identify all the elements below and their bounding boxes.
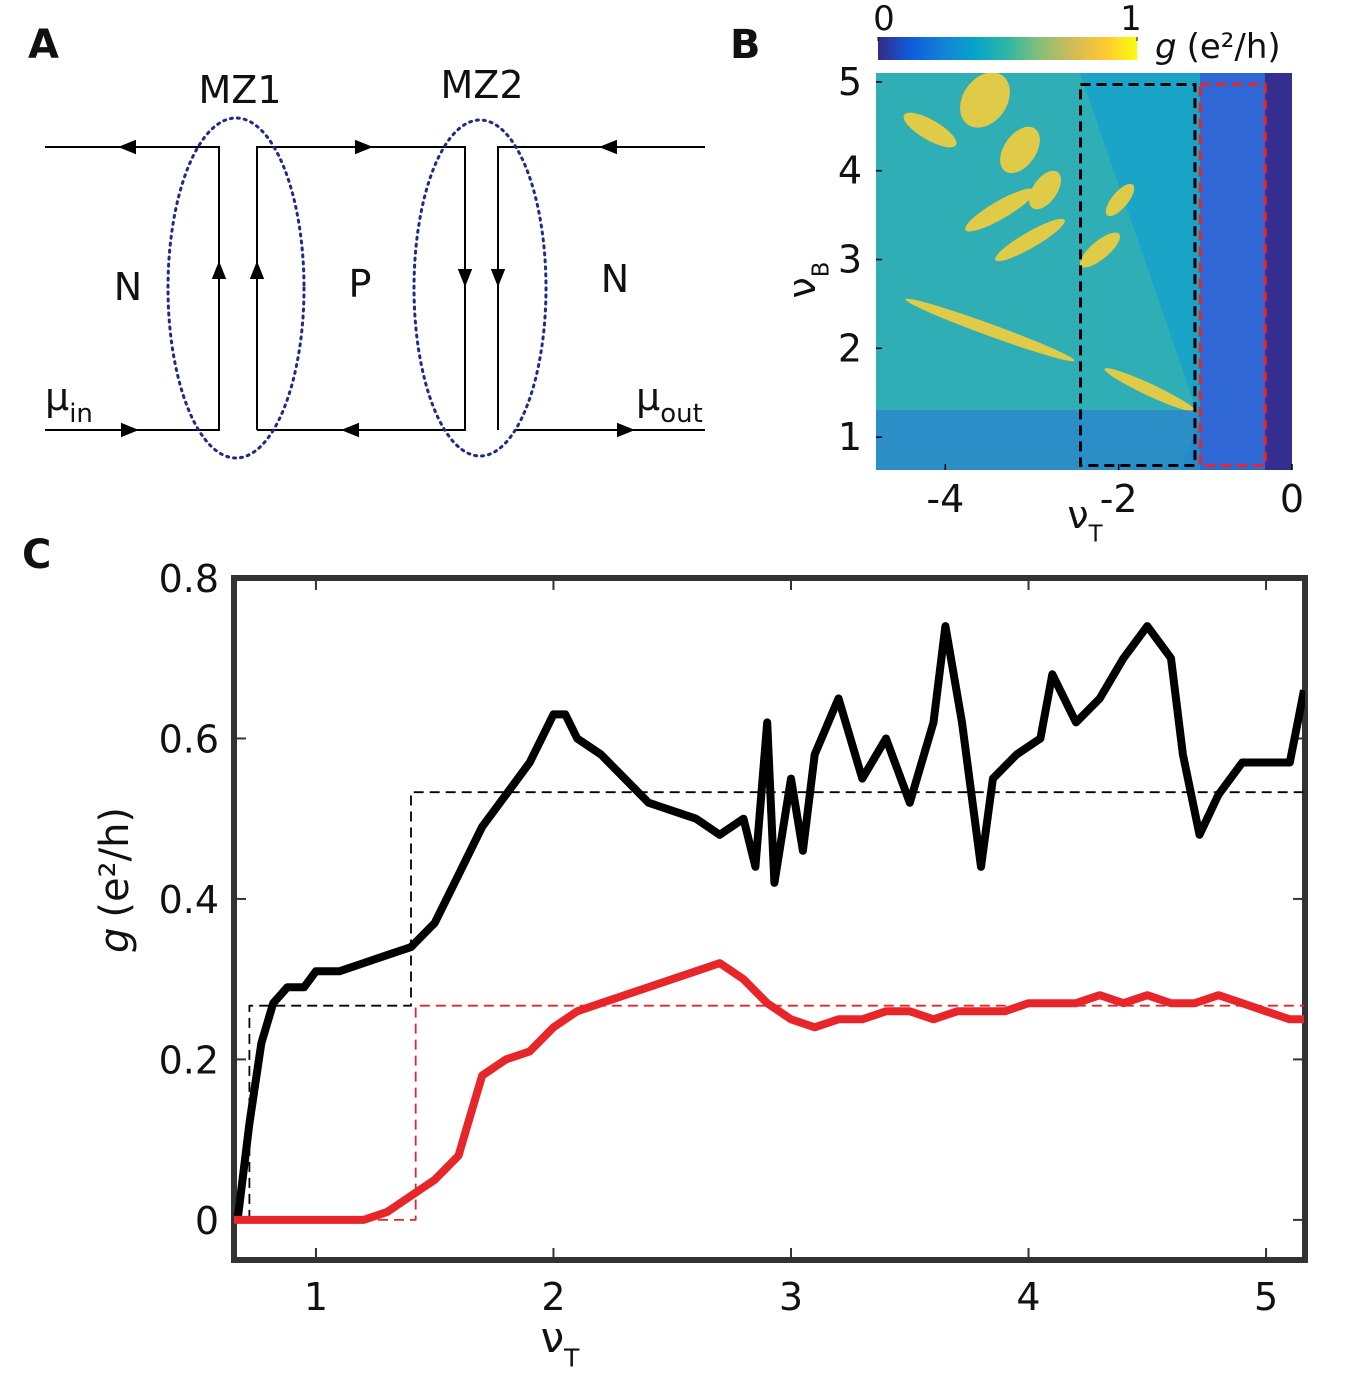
y-tick-label: 5 (838, 60, 862, 104)
panel-label: A (28, 22, 59, 68)
axis-subscript: T (1088, 521, 1103, 547)
colorbar-unit: (e²/h) (1187, 27, 1281, 67)
symbol: μ (636, 375, 660, 419)
node-label: MZ1 (199, 68, 282, 112)
potential-label: μout (636, 375, 703, 429)
y-tick-label: 0.8 (159, 557, 219, 601)
y-tick-label: 0.6 (159, 717, 219, 761)
step-line (234, 1004, 1304, 1221)
highlight-box (1198, 83, 1267, 468)
x-tick-label: 3 (779, 1275, 803, 1319)
y-tick-label: 0 (195, 1199, 219, 1243)
y-tick-label: 0.2 (159, 1038, 219, 1082)
symbol: μ (45, 375, 69, 419)
interferometer-outline (166, 116, 306, 460)
highlight-box (1079, 83, 1197, 468)
y-tick-label: 1 (838, 415, 862, 459)
region-label: P (349, 262, 372, 306)
plot-frame (231, 575, 1308, 1263)
y-tick-label: 4 (838, 149, 862, 193)
axis-label: g (e²/h) (92, 807, 138, 953)
interferometer-outline (412, 118, 548, 458)
data-line (234, 622, 1305, 1221)
y-tick-label: 3 (838, 238, 862, 282)
subscript: out (660, 399, 703, 429)
step-line (248, 791, 1304, 1220)
axis-subscript: B (808, 262, 834, 278)
axis-symbol: ν (1067, 493, 1088, 537)
colorbar-label: g (e²/h) (1155, 27, 1281, 67)
y-tick-label: 2 (838, 326, 862, 370)
colorbar-tick-label: 0 (873, 0, 895, 39)
axis-label: νT (541, 1313, 580, 1373)
region-label: N (601, 257, 629, 301)
axis-symbol: ν (541, 1313, 564, 1362)
data-line (234, 959, 1304, 1224)
axis-symbol: ν (780, 277, 824, 298)
axis-symbol: g (92, 928, 138, 953)
region-label: N (114, 265, 142, 309)
y-tick-label: 0.4 (159, 878, 219, 922)
x-tick-label: 4 (1016, 1275, 1040, 1319)
x-tick-label: -2 (1100, 477, 1138, 521)
colorbar (878, 37, 1137, 60)
potential-label: μin (45, 375, 93, 429)
subscript: in (69, 399, 93, 429)
node-label: MZ2 (441, 63, 524, 107)
colorbar-symbol: g (1155, 27, 1177, 67)
x-tick-label: 0 (1280, 477, 1304, 521)
diagram (45, 116, 705, 460)
x-tick-label: -4 (926, 477, 964, 521)
colorbar-tick-label: 1 (1120, 0, 1142, 39)
heatmap-image (876, 73, 1292, 470)
x-tick-label: 1 (304, 1275, 328, 1319)
panel-label: B (730, 22, 761, 68)
x-tick-label: 2 (541, 1275, 565, 1319)
x-tick-label: 5 (1254, 1275, 1278, 1319)
panel-label: C (22, 532, 51, 578)
axis-subscript: T (563, 1344, 580, 1373)
axis-label: νB (780, 262, 834, 299)
axis-unit: (e²/h) (92, 807, 138, 918)
axis-label: νT (1067, 493, 1102, 547)
